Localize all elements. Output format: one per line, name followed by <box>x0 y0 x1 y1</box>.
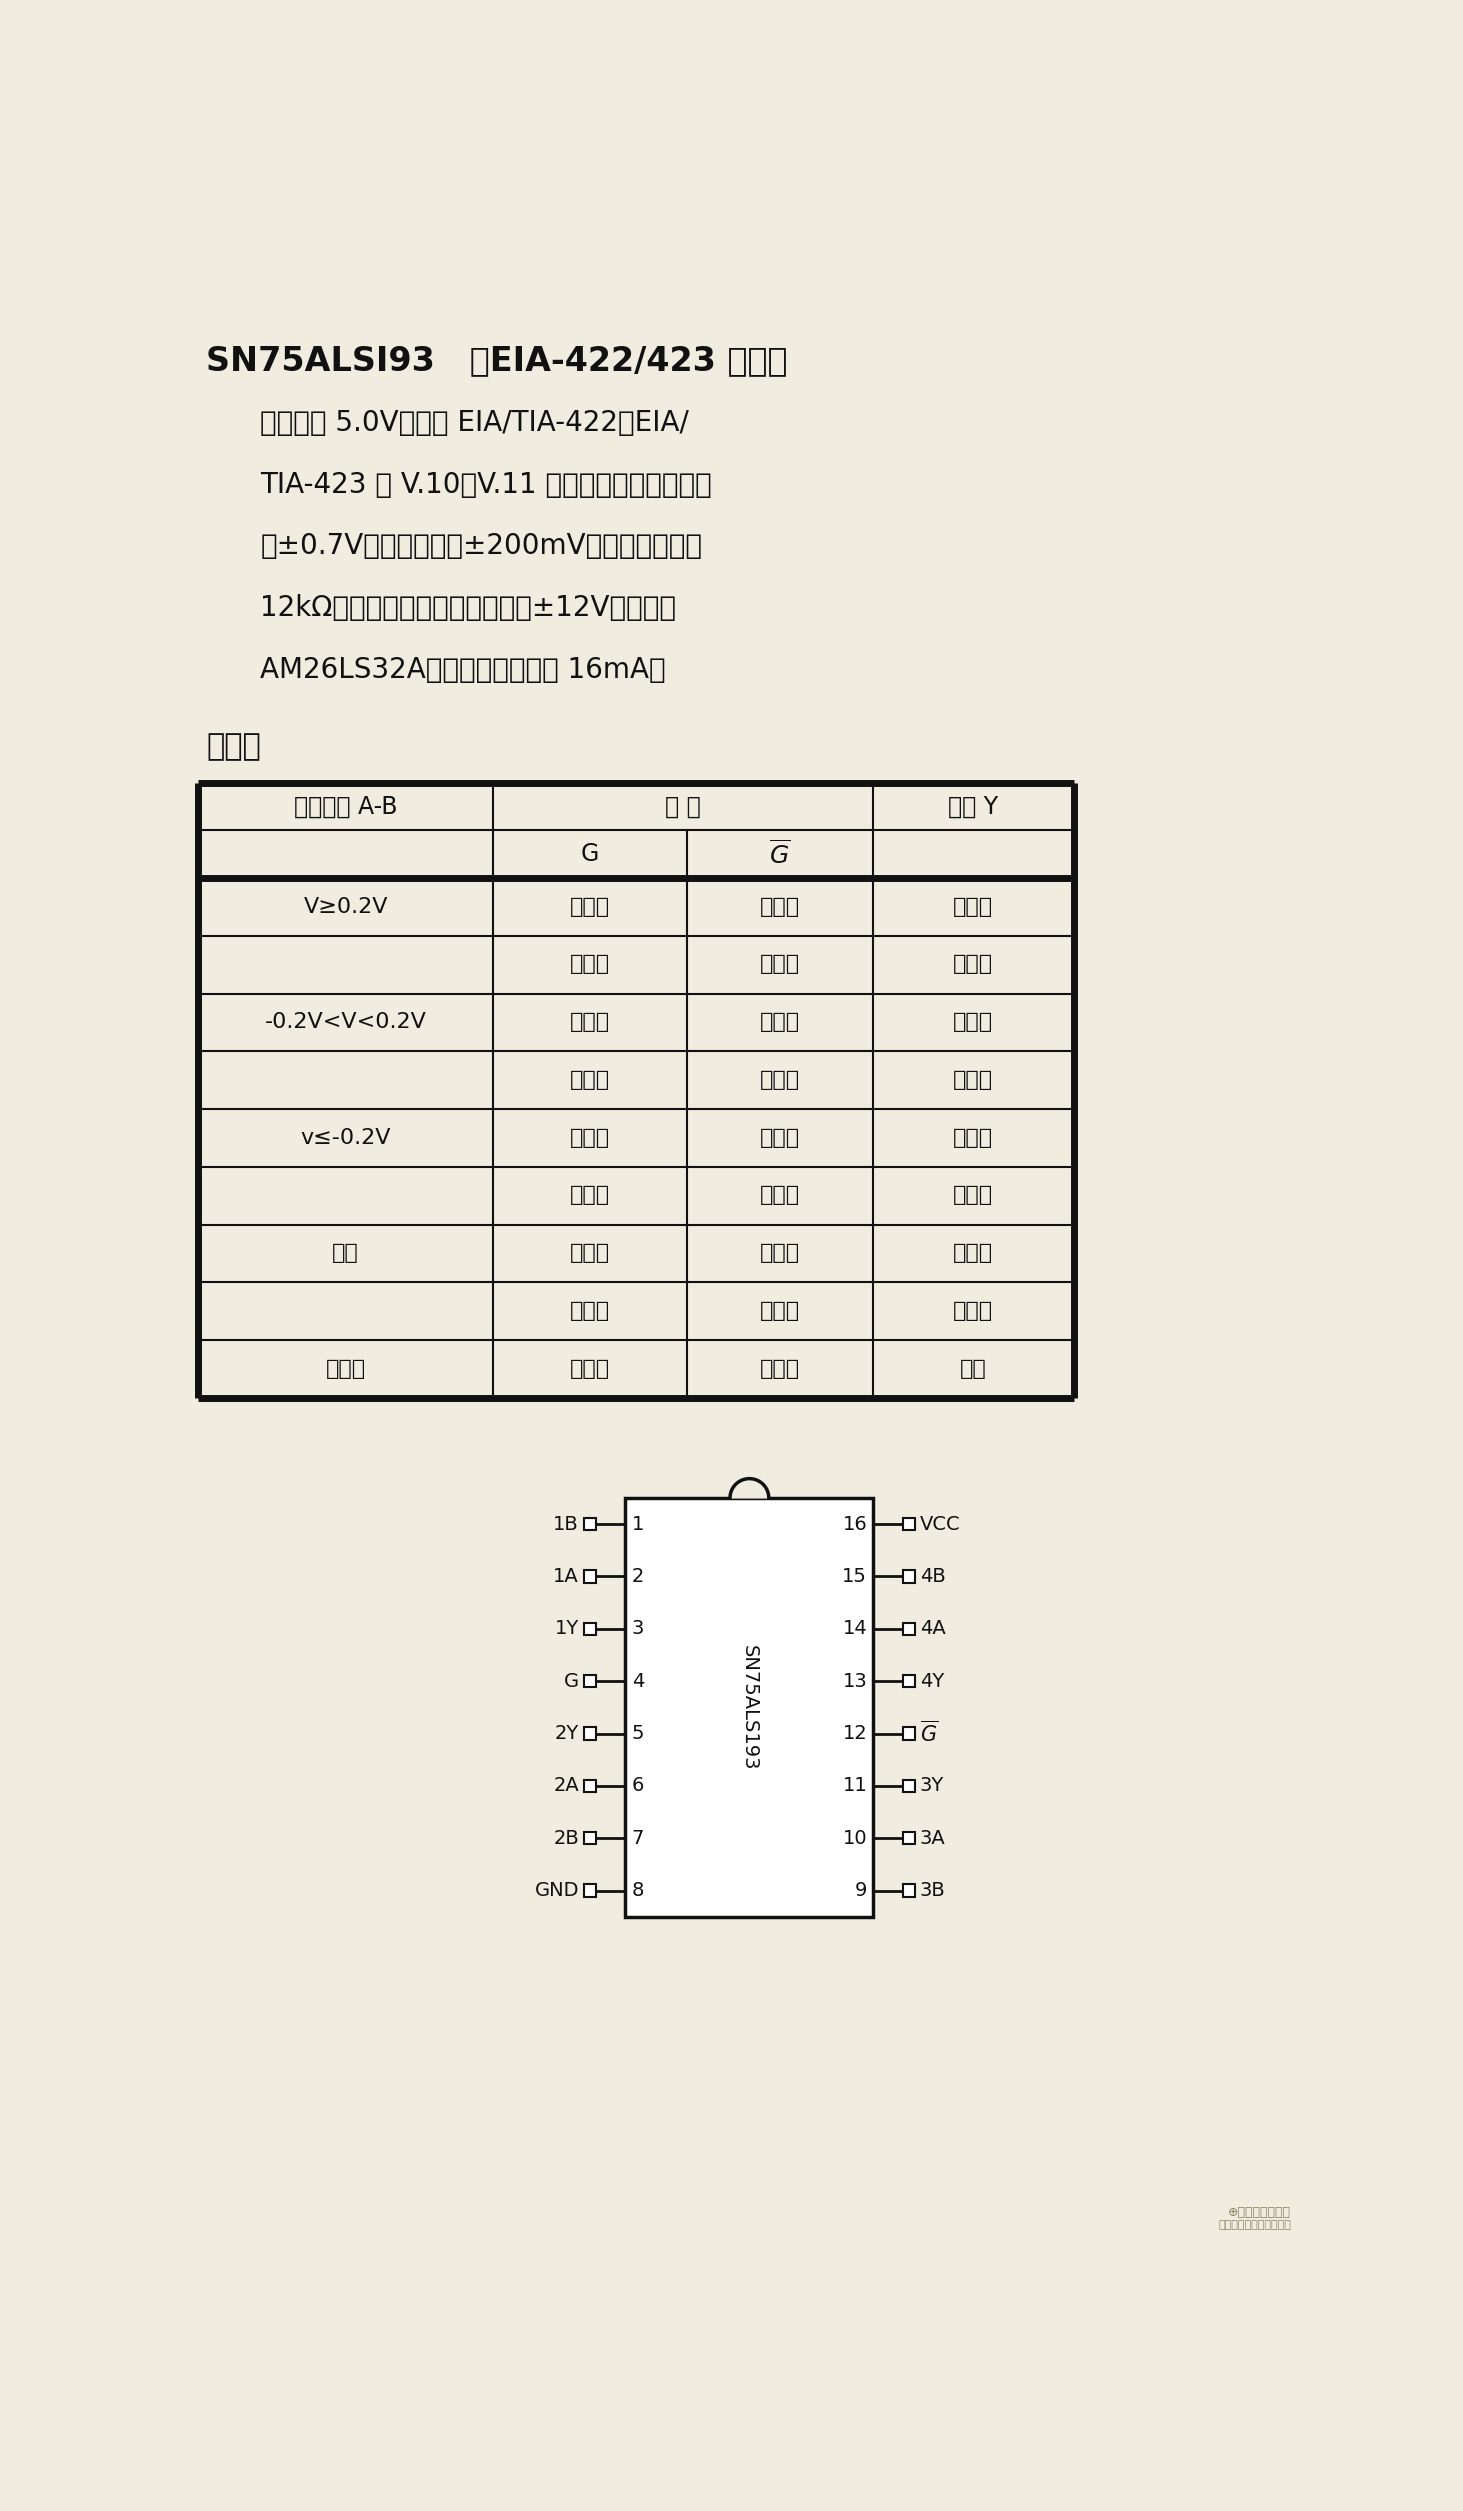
Text: G: G <box>581 841 598 866</box>
Bar <box>584 1728 595 1740</box>
Text: 12kΩ；三态输出；差模输入电压±12V；可代替: 12kΩ；三态输出；差模输入电压±12V；可代替 <box>260 595 676 623</box>
Text: 不相关: 不相关 <box>759 1243 800 1263</box>
Text: 不相关: 不相关 <box>569 954 610 974</box>
Text: 高电平: 高电平 <box>954 1301 993 1321</box>
Text: 3A: 3A <box>920 1828 945 1848</box>
Text: 4Y: 4Y <box>920 1672 944 1690</box>
Text: 不相关: 不相关 <box>759 896 800 917</box>
Bar <box>903 1622 916 1635</box>
Bar <box>584 1833 595 1846</box>
Text: 3B: 3B <box>920 1881 945 1901</box>
Text: 低电平: 低电平 <box>569 1358 610 1379</box>
Text: 不相关: 不相关 <box>569 1185 610 1205</box>
Text: 不相关: 不相关 <box>759 1127 800 1148</box>
Text: SN75ALS193: SN75ALS193 <box>740 1645 759 1770</box>
Text: 1: 1 <box>632 1514 644 1534</box>
Text: 1B: 1B <box>553 1514 579 1534</box>
Text: V≥0.2V: V≥0.2V <box>303 896 388 917</box>
Bar <box>584 1519 595 1529</box>
Bar <box>903 1675 916 1687</box>
Text: 压±0.7V；输入灵敏度±200mV；输入阻抗大于: 压±0.7V；输入灵敏度±200mV；输入阻抗大于 <box>260 532 702 560</box>
Bar <box>584 1622 595 1635</box>
Text: 8: 8 <box>632 1881 644 1901</box>
Text: 2: 2 <box>632 1567 644 1587</box>
Bar <box>625 1499 873 1916</box>
Text: 不相关: 不相关 <box>326 1358 366 1379</box>
Text: 不相关: 不相关 <box>569 1070 610 1090</box>
Bar <box>903 1728 916 1740</box>
Text: 高电平: 高电平 <box>569 896 610 917</box>
Text: TIA-423 和 V.10、V.11 标准要求；共模输入电: TIA-423 和 V.10、V.11 标准要求；共模输入电 <box>260 470 712 500</box>
Text: 不确定: 不确定 <box>954 1070 993 1090</box>
Text: 11: 11 <box>843 1775 868 1795</box>
Text: 1A: 1A <box>553 1567 579 1587</box>
Text: 高电平: 高电平 <box>954 896 993 917</box>
Bar <box>903 1519 916 1529</box>
Text: -0.2V<V<0.2V: -0.2V<V<0.2V <box>265 1012 427 1032</box>
Text: $\overline{G}$: $\overline{G}$ <box>770 839 790 869</box>
Bar <box>584 1883 595 1896</box>
Text: ⊕维库电子市场网: ⊕维库电子市场网 <box>1227 2205 1292 2220</box>
Text: 低电平: 低电平 <box>759 1070 800 1090</box>
Text: 不确定: 不确定 <box>954 1012 993 1032</box>
Text: 4B: 4B <box>920 1567 945 1587</box>
Text: 允 许: 允 许 <box>664 793 701 819</box>
Text: 15: 15 <box>843 1567 868 1587</box>
Text: VCC: VCC <box>920 1514 961 1534</box>
Text: GND: GND <box>534 1881 579 1901</box>
Bar <box>584 1780 595 1793</box>
Text: 高电平: 高电平 <box>759 1358 800 1379</box>
Text: 6: 6 <box>632 1775 644 1795</box>
Bar <box>903 1569 916 1582</box>
Text: 低电平: 低电平 <box>954 1185 993 1205</box>
Text: 12: 12 <box>843 1725 868 1743</box>
Text: 低电平: 低电平 <box>759 1185 800 1205</box>
Bar <box>584 1569 595 1582</box>
Text: 2B: 2B <box>553 1828 579 1848</box>
Text: 高电平: 高电平 <box>569 1127 610 1148</box>
Text: 高电平: 高电平 <box>954 1243 993 1263</box>
Bar <box>903 1883 916 1896</box>
Text: 低电平: 低电平 <box>759 954 800 974</box>
Text: 14: 14 <box>843 1620 868 1637</box>
Text: 输出 Y: 输出 Y <box>948 793 998 819</box>
Text: 10: 10 <box>843 1828 868 1848</box>
Text: 1Y: 1Y <box>554 1620 579 1637</box>
Text: 差动输入 A-B: 差动输入 A-B <box>294 793 398 819</box>
Text: 高电平: 高电平 <box>569 1243 610 1263</box>
Text: 不相关: 不相关 <box>569 1301 610 1321</box>
Text: v≤-0.2V: v≤-0.2V <box>300 1127 391 1148</box>
Text: 13: 13 <box>843 1672 868 1690</box>
Text: 5: 5 <box>632 1725 644 1743</box>
Bar <box>584 1675 595 1687</box>
Text: 工作电压 5.0V；满足 EIA/TIA-422、EIA/: 工作电压 5.0V；满足 EIA/TIA-422、EIA/ <box>260 409 689 437</box>
Text: 2A: 2A <box>553 1775 579 1795</box>
Text: 4A: 4A <box>920 1620 945 1637</box>
Text: 高电平: 高电平 <box>569 1012 610 1032</box>
Text: SN75ALSI93   四EIA-422/423 接收器: SN75ALSI93 四EIA-422/423 接收器 <box>206 344 787 377</box>
Text: 7: 7 <box>632 1828 644 1848</box>
Text: 4: 4 <box>632 1672 644 1690</box>
Text: 3Y: 3Y <box>920 1775 944 1795</box>
Text: 不相关: 不相关 <box>759 1012 800 1032</box>
Text: 2Y: 2Y <box>554 1725 579 1743</box>
Bar <box>903 1780 916 1793</box>
Text: AM26LS32A；低电平输出电流 16mA。: AM26LS32A；低电平输出电流 16mA。 <box>260 655 666 683</box>
Text: 低电平: 低电平 <box>954 1127 993 1148</box>
Text: 高电平: 高电平 <box>954 954 993 974</box>
Bar <box>903 1833 916 1846</box>
Text: 16: 16 <box>843 1514 868 1534</box>
Text: G: G <box>563 1672 579 1690</box>
Text: 开路: 开路 <box>332 1243 358 1263</box>
Text: $\overline{G}$: $\overline{G}$ <box>920 1720 938 1745</box>
Text: 低电平: 低电平 <box>759 1301 800 1321</box>
Text: 高阻: 高阻 <box>960 1358 986 1379</box>
Polygon shape <box>730 1479 768 1499</box>
Text: 3: 3 <box>632 1620 644 1637</box>
Text: 专业电子元器件采购平台: 专业电子元器件采购平台 <box>1219 2220 1292 2230</box>
Text: 9: 9 <box>854 1881 868 1901</box>
Text: 功能表: 功能表 <box>206 733 260 761</box>
